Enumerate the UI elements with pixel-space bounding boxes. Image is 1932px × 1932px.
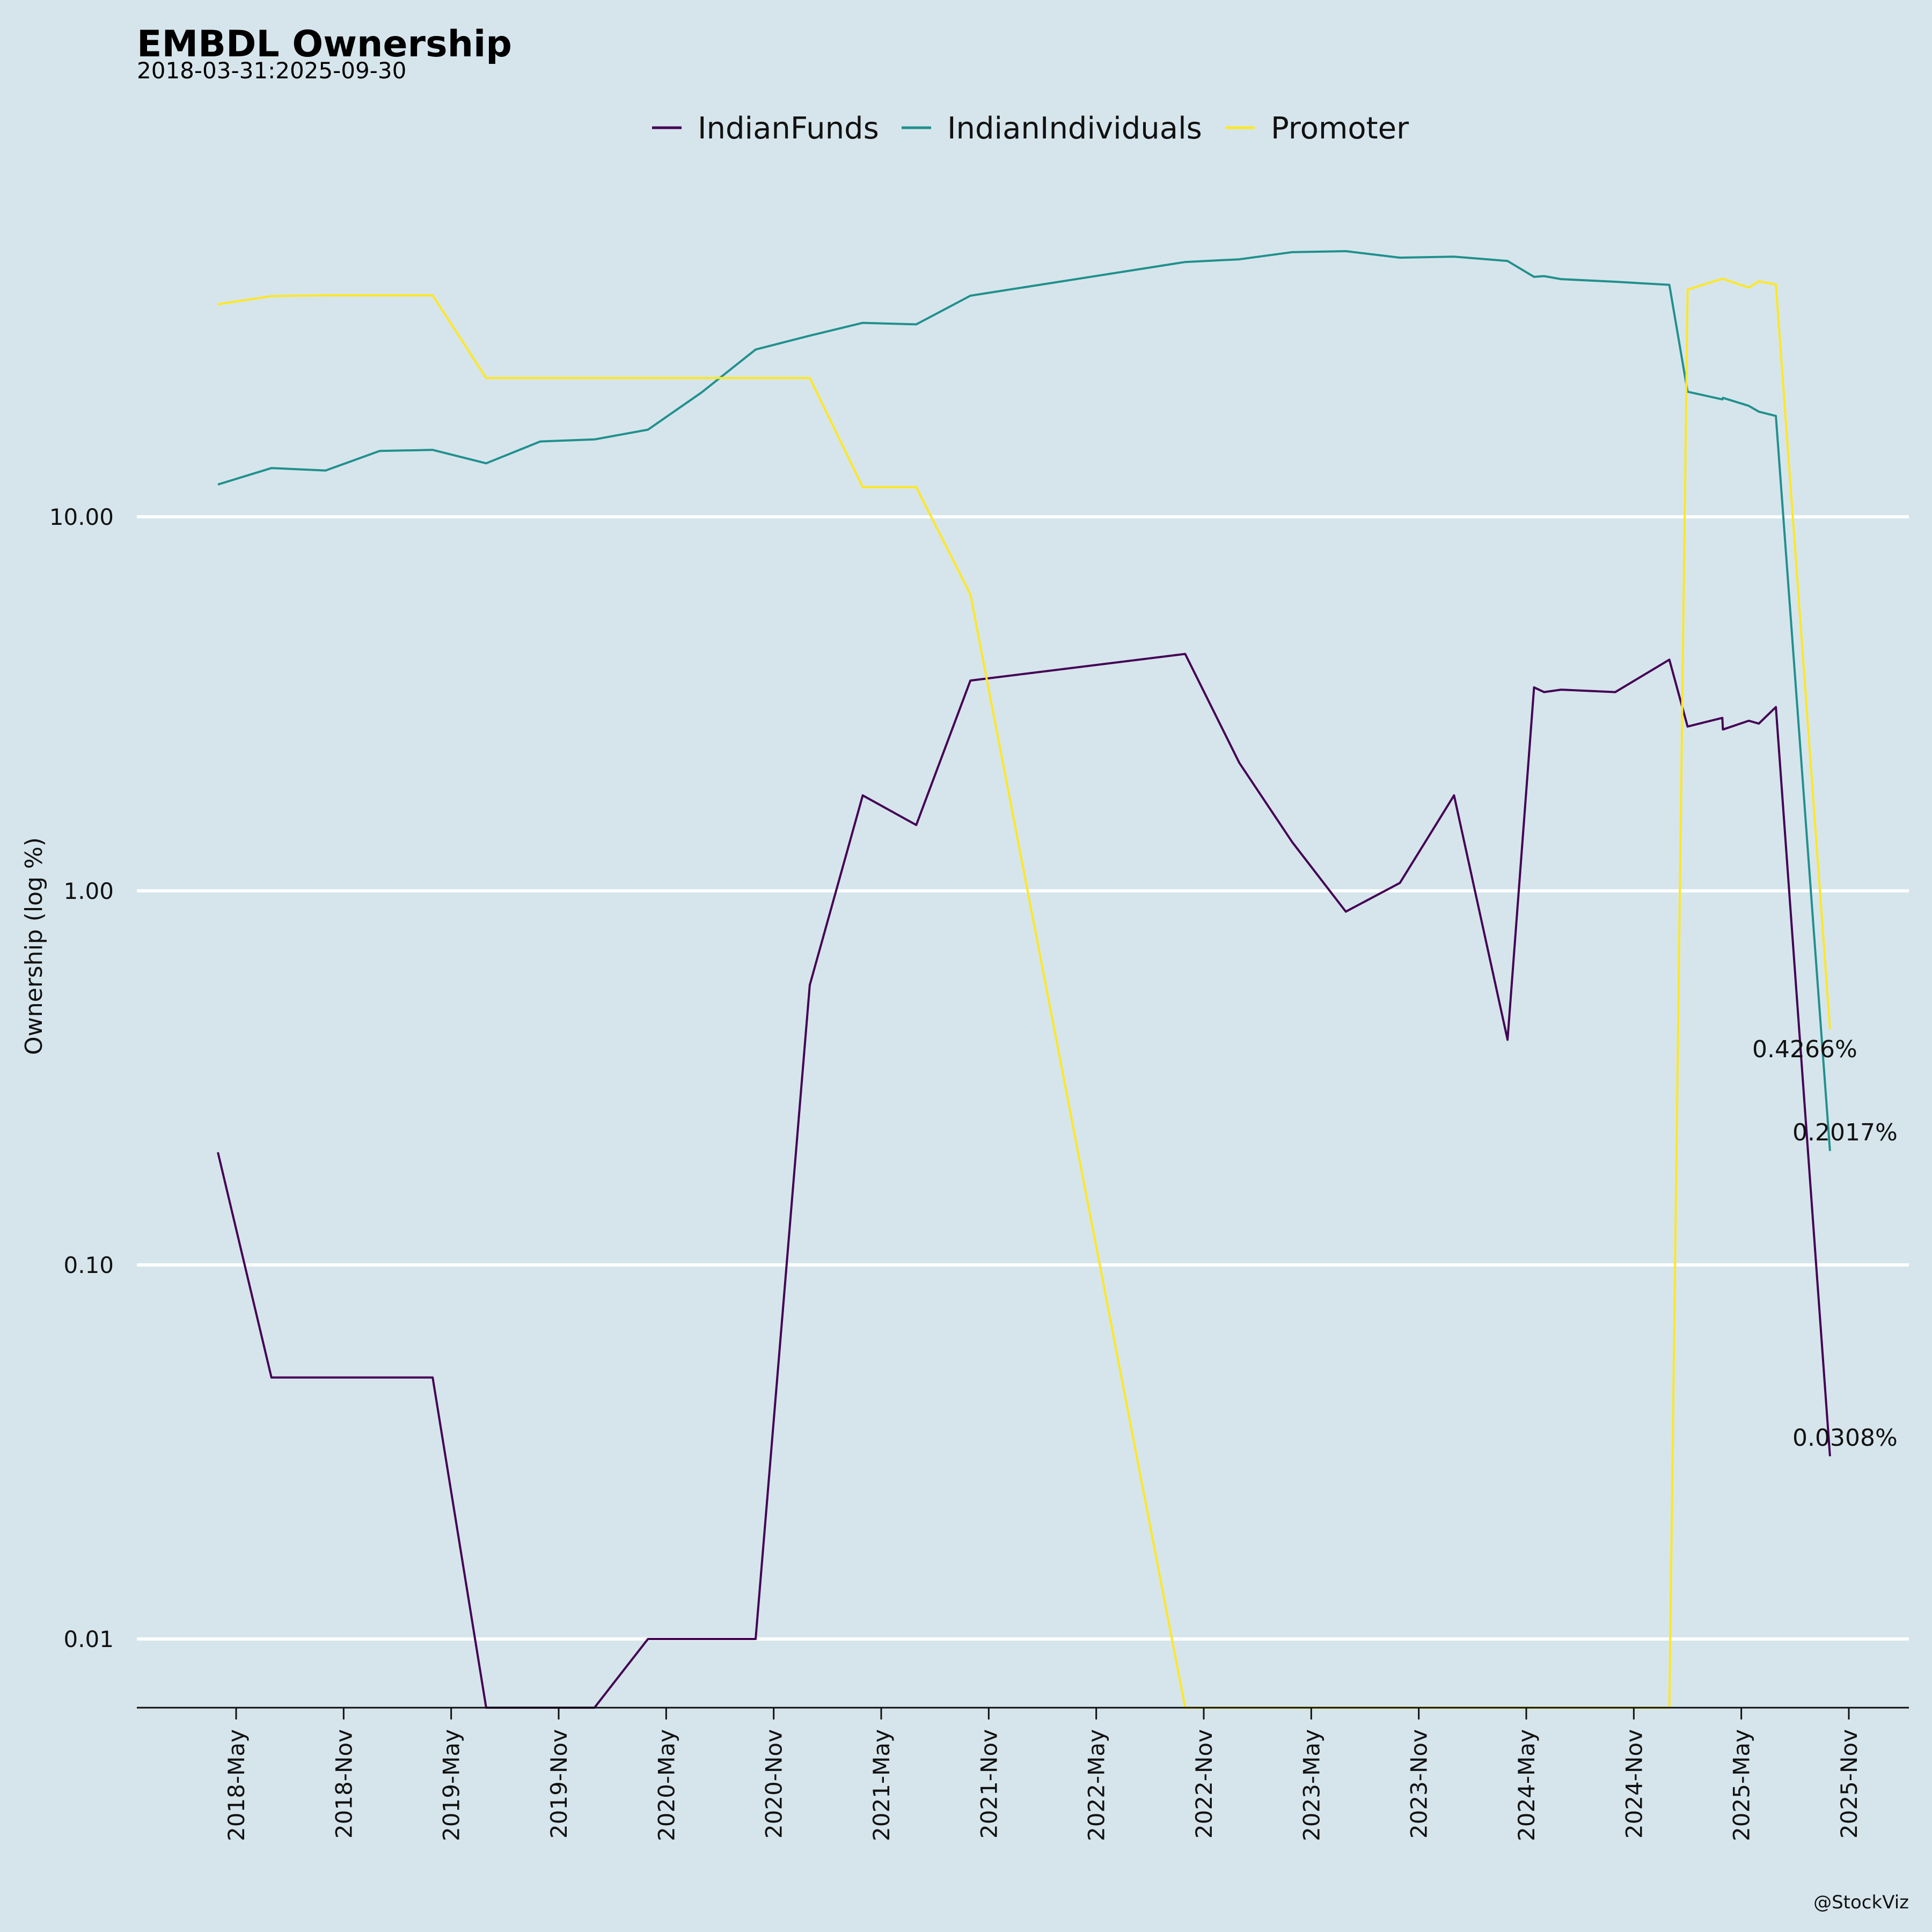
series-line-indianindividuals (217, 250, 1831, 1151)
end-value-labels: 0.4266% 0.2017% 0.0308% (1752, 1036, 1898, 1452)
end-value-label: 0.0308% (1792, 1424, 1898, 1452)
x-tick-label: 2023-Nov (1406, 1729, 1432, 1839)
end-value-label: 0.2017% (1792, 1119, 1898, 1146)
x-tick-label: 2019-May (438, 1729, 465, 1841)
x-tick-label: 2025-Nov (1836, 1729, 1862, 1839)
chart-subtitle: 2018-03-31:2025-09-30 (137, 57, 406, 84)
x-tick-label: 2019-Nov (546, 1729, 572, 1839)
legend: IndianFunds IndianIndividuals Promoter (652, 111, 1409, 146)
x-tick-label: 2018-May (223, 1729, 250, 1841)
legend-label: IndianFunds (698, 111, 879, 146)
x-tick-label: 2022-Nov (1191, 1729, 1217, 1839)
x-tick-label: 2020-May (653, 1729, 679, 1841)
x-tick-label: 2020-Nov (761, 1729, 787, 1839)
x-tick-label: 2024-Nov (1621, 1729, 1647, 1839)
legend-label: Promoter (1271, 111, 1409, 146)
y-tick-label: 10.00 (49, 504, 114, 530)
y-tick-label: 0.10 (63, 1252, 114, 1278)
x-tick-label: 2025-May (1729, 1729, 1755, 1841)
credit-label: @StockViz (1813, 1892, 1909, 1913)
series-line-indianfunds (217, 653, 1831, 1709)
series-line-promoter (217, 277, 1831, 1709)
chart-title: EMBDL Ownership (137, 23, 512, 65)
x-axis-ticks: 2018-May 2018-Nov 2019-May 2019-Nov 2020-May… (223, 1708, 1862, 1841)
series-lines (217, 250, 1831, 1709)
x-tick-label: 2021-May (868, 1729, 895, 1841)
x-tick-label: 2023-May (1298, 1729, 1324, 1841)
y-tick-label: 0.01 (63, 1626, 114, 1652)
legend-label: IndianIndividuals (947, 111, 1202, 146)
end-value-label: 0.4266% (1752, 1036, 1857, 1063)
y-axis-ticks: 10.00 1.00 0.10 0.01 (49, 504, 114, 1652)
gridlines (137, 515, 1909, 1641)
x-tick-label: 2022-May (1084, 1729, 1110, 1841)
x-tick-label: 2021-Nov (976, 1729, 1002, 1839)
y-axis-label: Ownership (log %) (20, 837, 48, 1055)
x-tick-label: 2024-May (1513, 1729, 1540, 1841)
y-tick-label: 1.00 (63, 878, 114, 904)
x-tick-label: 2018-Nov (331, 1729, 357, 1839)
